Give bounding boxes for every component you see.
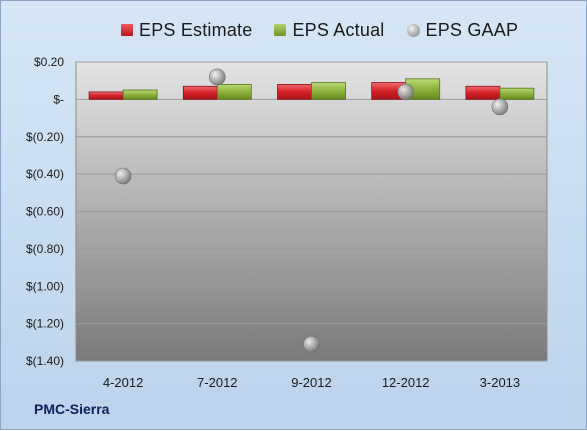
legend-label-eps-actual: EPS Actual	[292, 19, 385, 40]
y-tick-label: $(0.20)	[26, 130, 64, 144]
legend-label-eps-estimate: EPS Estimate	[139, 19, 253, 40]
marker-eps-gaap	[491, 98, 509, 116]
marker-eps-gaap	[397, 83, 415, 101]
bar-eps-actual	[311, 82, 346, 100]
y-tick-label: $(0.40)	[26, 167, 64, 181]
legend-swatch-eps-estimate	[121, 24, 133, 36]
x-tick-label: 4-2012	[103, 375, 143, 390]
legend-swatch-eps-gaap	[406, 23, 420, 37]
bar-eps-estimate	[277, 84, 312, 100]
bar-eps-actual	[499, 87, 535, 100]
bar-eps-estimate	[88, 91, 124, 100]
y-tick-label: $(0.80)	[26, 242, 64, 256]
y-tick-label: $(1.40)	[26, 354, 64, 368]
y-tick-label: $(1.20)	[26, 317, 64, 331]
x-tick-label: 9-2012	[291, 375, 331, 390]
x-tick-label: 7-2012	[197, 375, 237, 390]
bar-eps-actual	[122, 89, 158, 100]
y-tick-label: $0.20	[34, 55, 64, 69]
legend-item-eps-actual: EPS Actual	[274, 20, 384, 41]
bar-eps-actual	[216, 84, 252, 100]
legend-item-eps-estimate: EPS Estimate	[121, 20, 252, 41]
x-tick-label: 3-2013	[480, 375, 520, 390]
marker-eps-gaap	[114, 167, 132, 185]
marker-eps-gaap	[303, 335, 320, 353]
y-tick-label: $(1.00)	[26, 279, 64, 293]
y-tick-label: $-	[53, 92, 64, 106]
bar-eps-estimate	[465, 85, 501, 100]
company-label: PMC-Sierra	[34, 401, 110, 417]
legend-swatch-eps-actual	[274, 24, 287, 36]
bar-eps-estimate	[182, 85, 218, 100]
legend-label-eps-gaap: EPS GAAP	[425, 19, 519, 40]
x-tick-label: 12-2012	[382, 375, 430, 390]
marker-eps-gaap	[209, 68, 226, 86]
y-tick-label: $(0.60)	[26, 205, 64, 219]
legend: EPS Estimate EPS Actual EPS GAAP	[121, 18, 518, 42]
legend-item-eps-gaap: EPS GAAP	[406, 19, 519, 41]
